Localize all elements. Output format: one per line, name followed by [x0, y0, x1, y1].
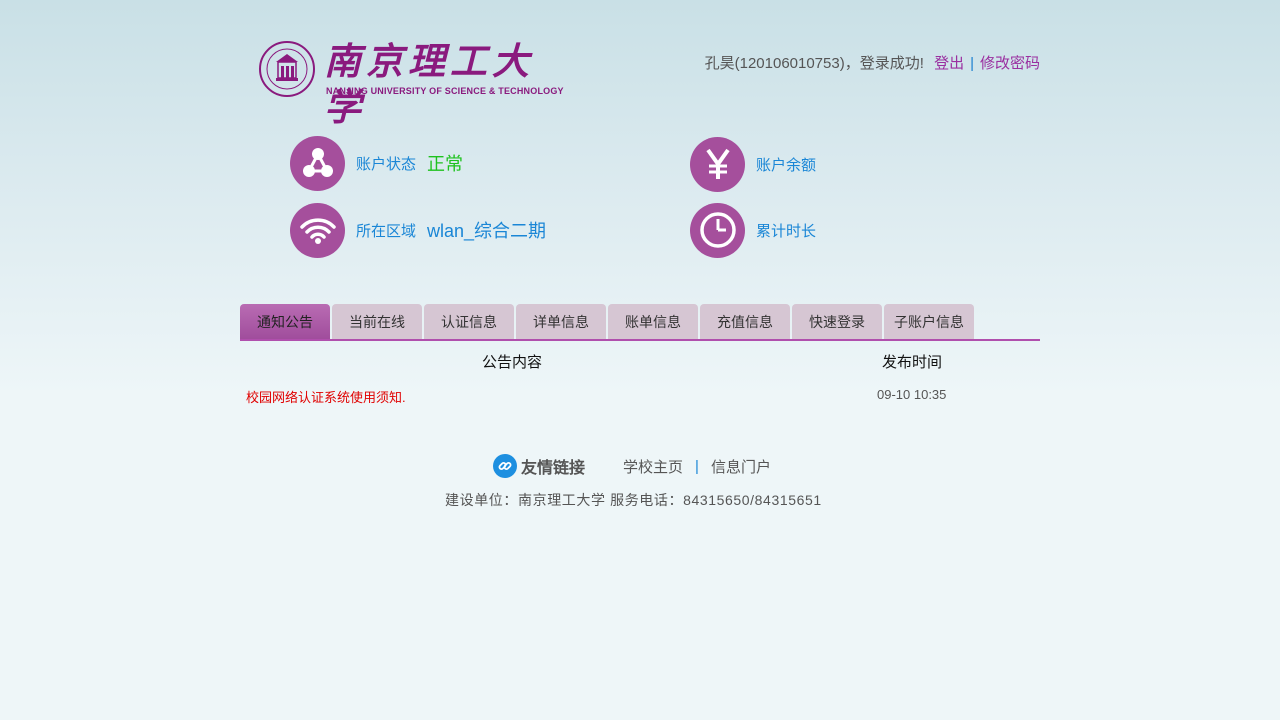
column-header-content: 公告内容	[482, 354, 543, 371]
tab-auth-info[interactable]: 认证信息	[424, 304, 514, 339]
change-password-link[interactable]: 修改密码	[979, 55, 1040, 72]
duration-item: 累计时长	[690, 202, 816, 258]
school-home-link[interactable]: 学校主页	[623, 458, 684, 476]
tab-detail[interactable]: 详单信息	[516, 304, 606, 339]
friend-links: 友情链接 学校主页 | 信息门户	[493, 453, 771, 479]
user-bar: 孔昊(120106010753)，登录成功! 登出 | 修改密码	[705, 52, 1040, 73]
account-state-value: 正常	[427, 154, 464, 174]
account-state-item: 账户状态 正常	[290, 135, 463, 191]
page-container: 南京理工大学 NANJING UNIVERSITY OF SCIENCE & T…	[240, 0, 1040, 720]
balance-label: 账户余额	[756, 156, 817, 174]
column-header-time: 发布时间	[882, 354, 943, 371]
footer-contact-info: 建设单位：南京理工大学 服务电话：84315650/84315651	[445, 492, 822, 508]
tab-recharge[interactable]: 充值信息	[700, 304, 790, 339]
login-status-text: 孔昊(120106010753)，登录成功!	[704, 55, 924, 72]
tab-bar: 通知公告 当前在线 认证信息 详单信息 账单信息 充值信息 快速登录 子账户信息	[240, 304, 1040, 341]
tab-sub-accounts[interactable]: 子账户信息	[884, 304, 974, 339]
account-state-label: 账户状态	[356, 155, 417, 173]
logout-link[interactable]: 登出	[934, 55, 965, 72]
tab-notices[interactable]: 通知公告	[240, 304, 330, 339]
friend-links-title: 友情链接	[521, 460, 586, 477]
link-chain-icon	[493, 454, 517, 478]
wifi-icon	[290, 202, 345, 258]
notice-time: 09-10 10:35	[877, 387, 947, 402]
link-separator: |	[970, 55, 974, 72]
tab-online[interactable]: 当前在线	[332, 304, 422, 339]
region-value: wlan_综合二期	[427, 221, 547, 241]
tab-quick-login[interactable]: 快速登录	[792, 304, 882, 339]
tab-bills[interactable]: 账单信息	[608, 304, 698, 339]
university-logo: 南京理工大学 NANJING UNIVERSITY OF SCIENCE & T…	[258, 38, 564, 129]
balance-item: 账户余额	[690, 136, 816, 192]
clock-icon	[690, 202, 745, 258]
duration-label: 累计时长	[756, 222, 817, 240]
logo-english-name: NANJING UNIVERSITY OF SCIENCE & TECHNOLO…	[326, 86, 564, 96]
info-portal-link[interactable]: 信息门户	[710, 458, 771, 476]
network-nodes-icon	[290, 135, 345, 191]
region-item: 所在区域 wlan_综合二期	[290, 202, 546, 258]
footer-link-separator: |	[695, 457, 699, 475]
notice-title-link[interactable]: 校园网络认证系统使用须知.	[246, 390, 406, 405]
logo-chinese-name: 南京理工大学	[324, 39, 534, 129]
university-seal-icon	[259, 41, 315, 97]
region-label: 所在区域	[356, 222, 417, 240]
yen-icon	[690, 136, 745, 192]
